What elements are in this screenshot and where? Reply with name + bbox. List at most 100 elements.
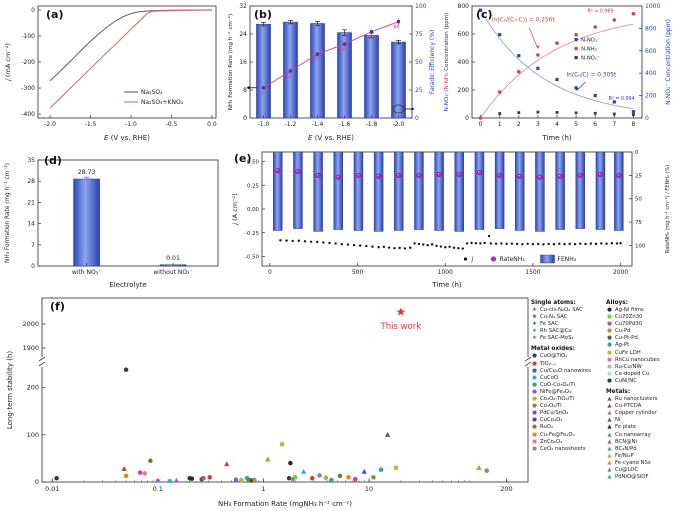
fe-bar (614, 151, 624, 231)
circle-marker-icon: ● (532, 403, 537, 410)
legend-item: ● CuFe LDH (606, 350, 676, 357)
star-marker-icon: ★ (532, 328, 537, 335)
legend-item-label: ZnCo₂O₄ (540, 438, 563, 445)
svg-text:8: 8 (631, 121, 635, 128)
fe-bar (434, 151, 444, 231)
circle-marker-icon: ● (532, 360, 537, 367)
triangle-marker-icon: ▲ (607, 424, 612, 431)
fe-bar (515, 151, 525, 231)
svg-text:600: 600 (458, 31, 470, 38)
svg-text:j: j (471, 255, 474, 263)
svg-text:7: 7 (612, 121, 616, 128)
data-point (393, 465, 399, 471)
panel-a-tag: (a) (46, 8, 64, 21)
svg-text:6: 6 (593, 121, 597, 128)
svg-text:FENH₃: FENH₃ (558, 256, 577, 263)
circle-marker-icon: ● (607, 342, 612, 349)
legend-item: ▲ Fe-cyano NSs (606, 460, 676, 467)
legend-item-label: TiO₂₋ₓ (540, 360, 556, 367)
legend-item: ● Ag-Ni films (606, 307, 676, 314)
circle-marker-icon: ● (532, 374, 537, 381)
svg-text:R² = 0.994: R² = 0.994 (609, 96, 635, 102)
legend-item: ● Cu-Pd (606, 328, 676, 335)
fe-bar (273, 151, 283, 231)
legend-item-label: Fe SAC (540, 321, 559, 328)
svg-text:24: 24 (239, 31, 247, 38)
svg-text:Long-term stability (h): Long-term stability (h) (6, 351, 14, 430)
svg-text:-1.5: -1.5 (85, 121, 97, 128)
panel-d: 0 7 14 21 28 35 28.73 with NO₃⁻ 0.01 without NO₃⁻… (0, 144, 228, 290)
svg-text:NH₃ Formation Rate (mg h⁻¹ cm⁻: NH₃ Formation Rate (mg h⁻¹ cm⁻²) (4, 163, 11, 263)
fe-bar (474, 151, 485, 230)
svg-text:1: 1 (498, 121, 502, 128)
triangle-marker-icon: ▲ (607, 396, 612, 403)
legend-item: ★ Fe SAC-MoS₂ (531, 335, 603, 342)
panel-b: 0 8 16 24 32 0 25 50 75 100 -1.0 -1.2 -1.4 -1.6 -1.8 -2… (224, 0, 440, 144)
legend-item: ▲ Cu-PTCDA (606, 403, 676, 410)
svg-text:N-NO₃⁻: N-NO₃⁻ (581, 38, 600, 44)
fe-bar (353, 151, 364, 231)
panel-e-tag: (e) (234, 152, 252, 165)
fe-bar (494, 151, 505, 229)
data-point (378, 467, 384, 473)
svg-text:25: 25 (415, 87, 423, 94)
svg-text:77: 77 (366, 35, 372, 41)
svg-text:RateNH₃ (mg h⁻¹ cm⁻²) / FENH₃: RateNH₃ (mg h⁻¹ cm⁻²) / FENH₃ (%) (665, 165, 671, 253)
svg-text:-0.50: -0.50 (245, 255, 260, 261)
legend-item: ● RhCu nanocubes (606, 357, 676, 364)
data-point (147, 458, 153, 464)
fe-line (263, 21, 399, 89)
circle-marker-icon: ● (607, 314, 612, 321)
legend-item-label: CuFe LDH (615, 349, 641, 356)
svg-text:100: 100 (635, 243, 646, 249)
data-point (251, 477, 257, 483)
legend-item-label: CuCoO (540, 374, 559, 381)
svg-text:Na₂SO₄+KNO₃: Na₂SO₄+KNO₃ (141, 99, 184, 106)
legend-item: ▲ Copper cylinder (606, 410, 676, 417)
circle-marker-icon: ● (532, 396, 537, 403)
svg-text:-1.4: -1.4 (312, 121, 324, 128)
legend-item-label: Cu-Pd (615, 328, 631, 335)
svg-text:j (mA cm⁻²): j (mA cm⁻²) (4, 43, 12, 82)
data-point (352, 476, 358, 482)
legend-item-label: Ag-Pt (615, 342, 630, 349)
svg-text:14: 14 (27, 221, 35, 228)
data-point (137, 470, 143, 475)
legend-item-label: BCN@Ni (615, 438, 637, 445)
circle-marker-icon: ● (532, 445, 537, 452)
circle-marker-icon: ● (607, 363, 612, 370)
data-point (54, 475, 60, 481)
legend-item-label: Cu-PTCDA (615, 403, 642, 410)
svg-text:with NO₃⁻: with NO₃⁻ (72, 269, 101, 276)
svg-text:50: 50 (415, 59, 423, 66)
svg-text:10: 10 (365, 485, 373, 493)
legend-item: ● Cu/Cu₂O nanowires (531, 368, 603, 375)
legend-item-label: Cu/Cu₂O nanowires (540, 367, 591, 374)
series-0 (49, 9, 212, 82)
legend-item: ▲ PdNiO@SiOF (606, 474, 676, 481)
fe-bar (333, 151, 343, 230)
triangle-marker-icon: ▲ (607, 459, 612, 466)
svg-text:4: 4 (555, 121, 559, 128)
svg-text:25: 25 (635, 173, 642, 179)
rate-bar (364, 35, 379, 119)
circle-marker-icon: ● (532, 424, 537, 431)
triangle-marker-icon: ▲ (607, 403, 612, 410)
svg-text:1000: 1000 (645, 3, 660, 10)
svg-text:500: 500 (352, 269, 364, 276)
panel-c-chart: 0 1 2 3 4 5 6 7 8 0 200 400 600 800 0 200 400 600 800 1000 N… (444, 3, 672, 142)
svg-text:R² = 0.969: R² = 0.969 (588, 9, 614, 15)
svg-text:0.01: 0.01 (45, 485, 59, 493)
svg-text:NH₃ Formation Rate (mg h⁻¹ cm⁻: NH₃ Formation Rate (mg h⁻¹ cm⁻²) (227, 14, 234, 110)
svg-text:E (V vs. RHE): E (V vs. RHE) (308, 134, 354, 142)
legend-item: ★ Fe SAC (531, 321, 603, 328)
data-point (309, 475, 315, 481)
legend-item-label: Cu-Pt-Pd (615, 335, 638, 342)
legend-item: ▲ Cu@LDC (606, 467, 676, 474)
legend-item: ▲ Fe plate (606, 424, 676, 431)
triangle-marker-icon: ▲ (607, 452, 612, 459)
svg-text:N-NO₃⁻/N-NH₃ Concentration (pp: N-NO₃⁻/N-NH₃ Concentration (ppm) (444, 13, 450, 112)
panel-b-tag: (b) (254, 8, 272, 21)
svg-text:7: 7 (31, 242, 35, 249)
legend-item-label: PdCu/SnO₂ (540, 410, 569, 417)
